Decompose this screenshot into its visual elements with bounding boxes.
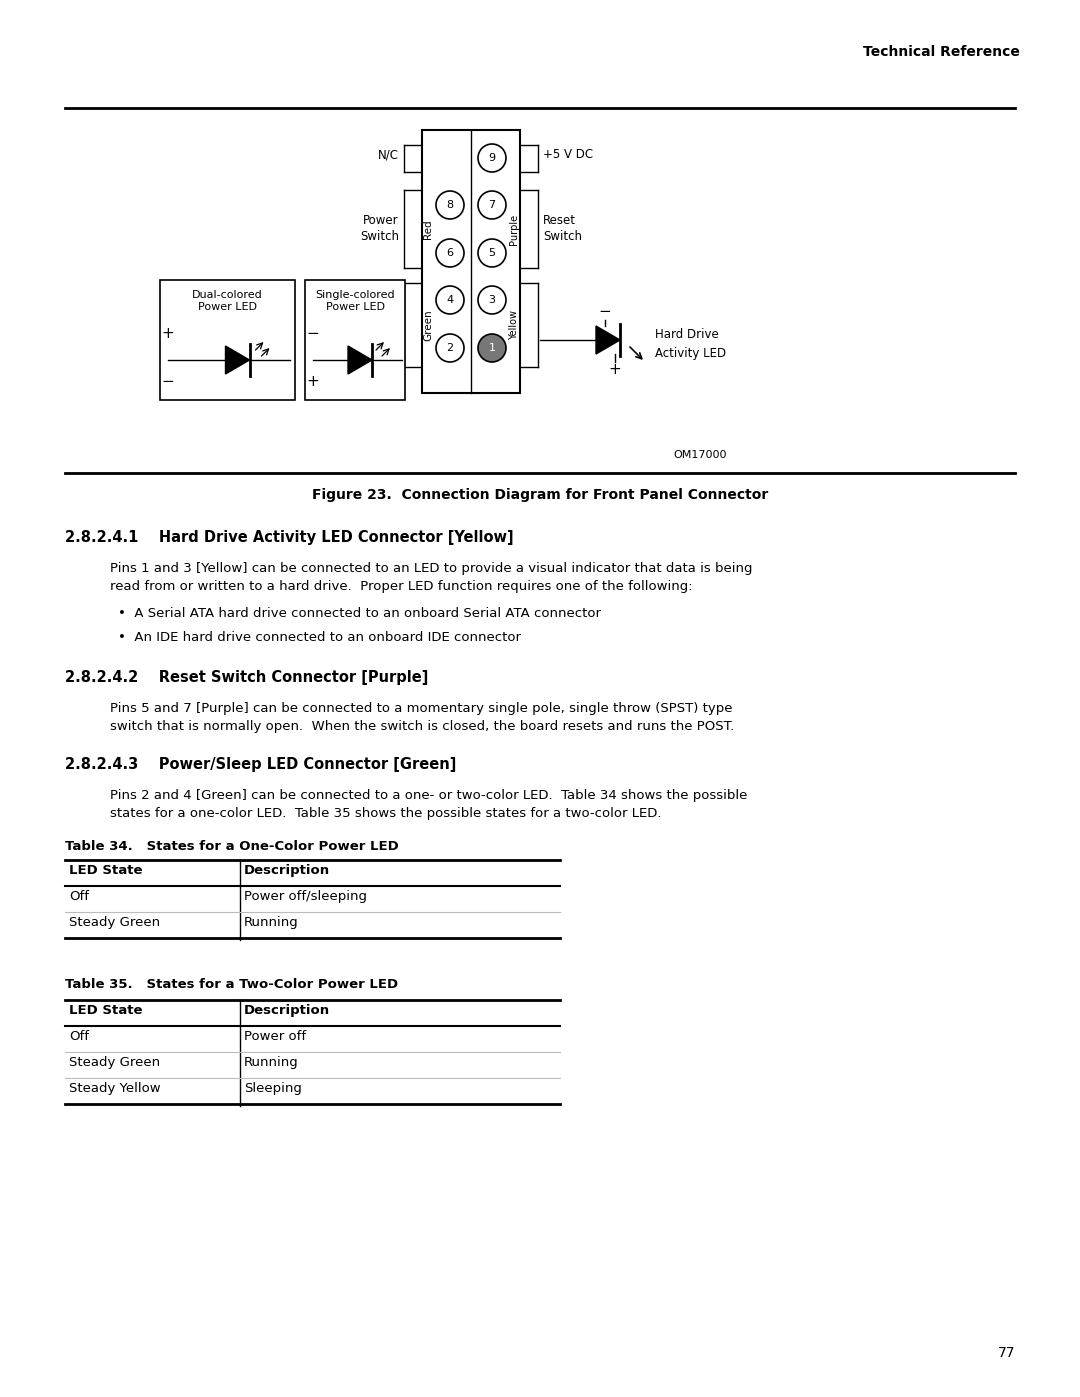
Text: Switch: Switch [543,231,582,243]
Text: •  An IDE hard drive connected to an onboard IDE connector: • An IDE hard drive connected to an onbo… [118,631,521,644]
Text: 2.8.2.4.2    Reset Switch Connector [Purple]: 2.8.2.4.2 Reset Switch Connector [Purple… [65,671,429,685]
Text: 2.8.2.4.1    Hard Drive Activity LED Connector [Yellow]: 2.8.2.4.1 Hard Drive Activity LED Connec… [65,529,514,545]
Text: Power LED: Power LED [325,302,384,312]
Text: Sleeping: Sleeping [244,1083,302,1095]
Text: 77: 77 [998,1345,1015,1361]
Text: Description: Description [244,863,330,877]
Text: Hard Drive: Hard Drive [654,328,719,341]
Polygon shape [596,326,620,353]
Text: switch that is normally open.  When the switch is closed, the board resets and r: switch that is normally open. When the s… [110,719,734,733]
Text: Power: Power [363,215,399,228]
Text: 8: 8 [446,200,454,210]
Text: −: − [307,326,320,341]
Text: Reset: Reset [543,215,576,228]
Text: Figure 23.  Connection Diagram for Front Panel Connector: Figure 23. Connection Diagram for Front … [312,488,768,502]
Text: Yellow: Yellow [509,310,519,339]
Text: 7: 7 [488,200,496,210]
Circle shape [478,334,507,362]
Text: Power off: Power off [244,1030,306,1044]
Bar [305,279,405,400]
Text: Table 34.   States for a One-Color Power LED: Table 34. States for a One-Color Power L… [65,840,399,854]
Text: Activity LED: Activity LED [654,348,726,360]
Text: Pins 5 and 7 [Purple] can be connected to a momentary single pole, single throw : Pins 5 and 7 [Purple] can be connected t… [110,703,732,715]
Text: 3: 3 [488,295,496,305]
Text: 2: 2 [446,344,454,353]
Text: Pins 2 and 4 [Green] can be connected to a one- or two-color LED.  Table 34 show: Pins 2 and 4 [Green] can be connected to… [110,789,747,802]
Text: 6: 6 [446,249,454,258]
Text: −: − [162,374,174,390]
Text: 5: 5 [488,249,496,258]
Text: Purple: Purple [509,214,519,244]
Bar [160,279,295,400]
Text: read from or written to a hard drive.  Proper LED function requires one of the f: read from or written to a hard drive. Pr… [110,580,692,592]
Text: Red: Red [423,219,433,239]
Text: 4: 4 [446,295,454,305]
Text: Off: Off [69,1030,89,1044]
Text: Off: Off [69,890,89,902]
Text: states for a one-color LED.  Table 35 shows the possible states for a two-color : states for a one-color LED. Table 35 sho… [110,807,661,820]
Text: LED State: LED State [69,1004,143,1017]
Text: OM17000: OM17000 [673,450,727,460]
Text: Running: Running [244,916,299,929]
Text: Power LED: Power LED [198,302,257,312]
Text: Dual-colored: Dual-colored [192,291,262,300]
Text: LED State: LED State [69,863,143,877]
Text: Single-colored: Single-colored [315,291,395,300]
Circle shape [478,286,507,314]
Text: Power off/sleeping: Power off/sleeping [244,890,367,902]
Text: Table 35.   States for a Two-Color Power LED: Table 35. States for a Two-Color Power L… [65,978,399,990]
Text: Steady Yellow: Steady Yellow [69,1083,161,1095]
Text: 1: 1 [488,344,496,353]
Text: Green: Green [423,309,433,341]
Text: Technical Reference: Technical Reference [863,45,1020,59]
Text: 2.8.2.4.3    Power/Sleep LED Connector [Green]: 2.8.2.4.3 Power/Sleep LED Connector [Gre… [65,757,457,773]
Text: Pins 1 and 3 [Yellow] can be connected to an LED to provide a visual indicator t: Pins 1 and 3 [Yellow] can be connected t… [110,562,753,576]
Text: +: + [307,374,320,390]
Text: Steady Green: Steady Green [69,916,160,929]
Text: Steady Green: Steady Green [69,1056,160,1069]
Circle shape [436,286,464,314]
Bar [422,130,519,393]
Text: Switch: Switch [360,231,399,243]
Text: •  A Serial ATA hard drive connected to an onboard Serial ATA connector: • A Serial ATA hard drive connected to a… [118,608,600,620]
Text: +: + [162,326,174,341]
Circle shape [436,334,464,362]
Text: Description: Description [244,1004,330,1017]
Circle shape [478,239,507,267]
Text: +5 V DC: +5 V DC [543,148,593,162]
Text: N/C: N/C [378,148,399,162]
Text: Running: Running [244,1056,299,1069]
Circle shape [478,144,507,172]
Circle shape [478,191,507,219]
Text: −: − [598,305,611,320]
Polygon shape [348,346,372,374]
Text: +: + [609,362,621,377]
Polygon shape [226,346,249,374]
Circle shape [436,191,464,219]
Circle shape [436,239,464,267]
Text: 9: 9 [488,154,496,163]
